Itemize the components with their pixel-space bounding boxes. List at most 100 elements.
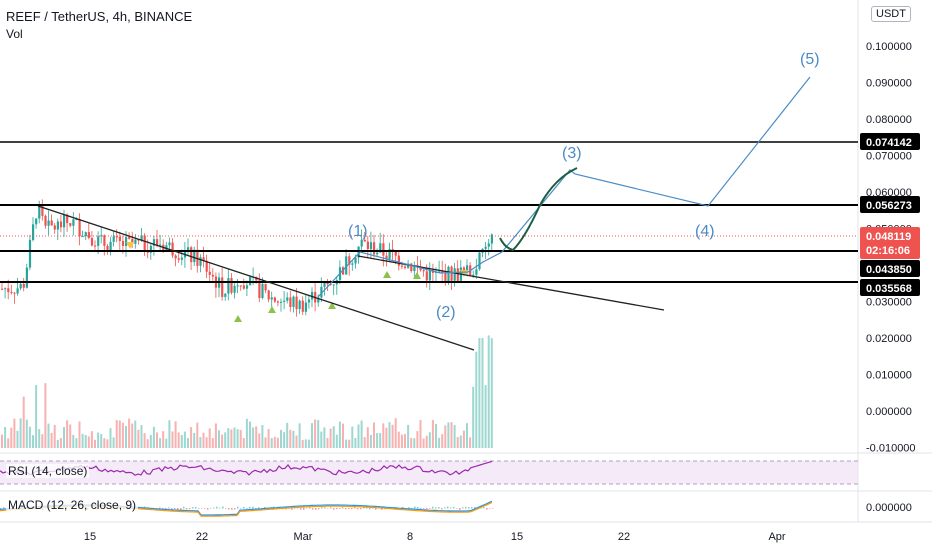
volume-bar bbox=[174, 421, 177, 448]
time-tick: 22 bbox=[196, 531, 208, 543]
macd-histogram-bar bbox=[318, 508, 320, 510]
macd-histogram-bar bbox=[198, 508, 200, 509]
candle-body bbox=[239, 285, 242, 287]
price-level-tag-text: 0.035568 bbox=[866, 283, 912, 295]
rsi-label[interactable]: RSI (14, close) bbox=[6, 464, 90, 478]
candle-body bbox=[363, 239, 366, 242]
candle-body bbox=[366, 241, 369, 250]
macd-histogram-bar bbox=[447, 506, 449, 509]
time-tick: 22 bbox=[618, 531, 630, 543]
candle-body bbox=[320, 286, 323, 298]
macd-histogram-bar bbox=[210, 507, 212, 509]
candle-body bbox=[47, 220, 50, 226]
volume-bar bbox=[38, 429, 41, 448]
candle-body bbox=[450, 266, 453, 281]
currency-button[interactable]: USDT bbox=[871, 6, 911, 22]
candle-body bbox=[413, 265, 416, 272]
candle-body bbox=[487, 243, 490, 247]
volume-bar bbox=[270, 438, 273, 448]
volume-bars bbox=[1, 335, 493, 448]
volume-bar bbox=[441, 434, 444, 448]
wave-3-impulse-curve[interactable] bbox=[499, 167, 578, 252]
macd-histogram-bar bbox=[441, 508, 443, 510]
candle-body bbox=[428, 270, 431, 281]
volume-bar bbox=[369, 434, 372, 448]
volume-bar bbox=[301, 439, 304, 448]
candle-body bbox=[385, 255, 388, 259]
volume-bar bbox=[4, 427, 7, 448]
volume-bar bbox=[125, 426, 127, 448]
macd-histogram-bar bbox=[171, 508, 173, 510]
price-level-tags: 0.074142 0.056273 0.043850 0.035568 0.048119… bbox=[860, 133, 920, 296]
candle-body bbox=[44, 215, 47, 226]
macd-histogram-bar bbox=[465, 506, 467, 509]
descending-trendline-upper[interactable] bbox=[37, 205, 475, 351]
macd-histogram-bar bbox=[303, 508, 305, 510]
time-axis-ticks[interactable]: 15 22 Mar 8 15 22 Apr bbox=[84, 531, 786, 543]
volume-bar bbox=[456, 437, 459, 448]
volume-bar bbox=[224, 432, 227, 448]
candle-body bbox=[56, 221, 59, 230]
macd-label[interactable]: MACD (12, 26, close, 9) bbox=[6, 498, 139, 512]
volume-bar bbox=[41, 434, 44, 448]
candle-body bbox=[59, 221, 63, 228]
candle-body bbox=[379, 243, 382, 253]
candle-body bbox=[317, 297, 320, 303]
volume-bar bbox=[109, 428, 112, 448]
candle-body bbox=[38, 204, 41, 219]
candle-body bbox=[121, 240, 125, 246]
volume-bar bbox=[394, 418, 397, 448]
macd-histogram-bar bbox=[423, 508, 425, 509]
volume-bar bbox=[190, 427, 193, 448]
macd-histogram-bar bbox=[216, 506, 218, 509]
elliott-wave-path[interactable] bbox=[317, 76, 811, 298]
volume-bar bbox=[258, 433, 261, 448]
volume-bar bbox=[47, 423, 50, 448]
volume-bar bbox=[230, 429, 233, 448]
macd-histogram-bar bbox=[408, 507, 410, 509]
volume-bar bbox=[84, 434, 87, 448]
candle-body bbox=[258, 280, 261, 298]
candle-body bbox=[118, 236, 121, 241]
volume-bar bbox=[180, 434, 183, 448]
volume-bar bbox=[19, 418, 22, 448]
macd-histogram-bar bbox=[360, 508, 362, 510]
macd-histogram-bar bbox=[315, 508, 317, 510]
volume-bar bbox=[332, 426, 335, 448]
macd-histogram-bar bbox=[201, 508, 203, 509]
candle-body bbox=[329, 284, 332, 286]
candle-body bbox=[13, 292, 16, 294]
macd-histogram-bar bbox=[183, 506, 185, 509]
volume-bar bbox=[404, 433, 406, 448]
price-tick: 0.070000 bbox=[866, 151, 912, 163]
candle-body bbox=[72, 219, 75, 226]
volume-bar bbox=[56, 439, 59, 448]
volume-bar bbox=[363, 437, 366, 448]
volume-bar bbox=[152, 426, 155, 448]
volume-bar bbox=[487, 335, 490, 448]
price-level-tag-text: 0.074142 bbox=[866, 137, 912, 149]
macd-histogram-bar bbox=[459, 508, 461, 510]
buy-signal-marker bbox=[268, 306, 276, 313]
volume-bar bbox=[416, 431, 419, 448]
candle-body bbox=[7, 288, 10, 293]
volume-bar bbox=[450, 422, 453, 448]
candle-body bbox=[304, 302, 307, 312]
volume-bar bbox=[87, 436, 90, 448]
macd-histogram-bar bbox=[345, 508, 347, 510]
candle-body bbox=[326, 282, 329, 285]
macd-histogram-bar bbox=[426, 508, 428, 510]
volume-bar bbox=[261, 425, 264, 448]
volume-bar bbox=[320, 431, 323, 448]
volume-bar bbox=[267, 429, 270, 448]
last-price-countdown: 02:16:06 bbox=[866, 245, 910, 257]
candle-body bbox=[323, 282, 326, 287]
candle-body bbox=[354, 257, 357, 264]
sell-signal-marker bbox=[126, 242, 134, 249]
candle-body bbox=[50, 220, 53, 226]
candle-body bbox=[159, 244, 162, 246]
volume-bar bbox=[453, 425, 456, 448]
macd-histogram-bar bbox=[363, 506, 365, 509]
candle-body bbox=[466, 265, 469, 271]
